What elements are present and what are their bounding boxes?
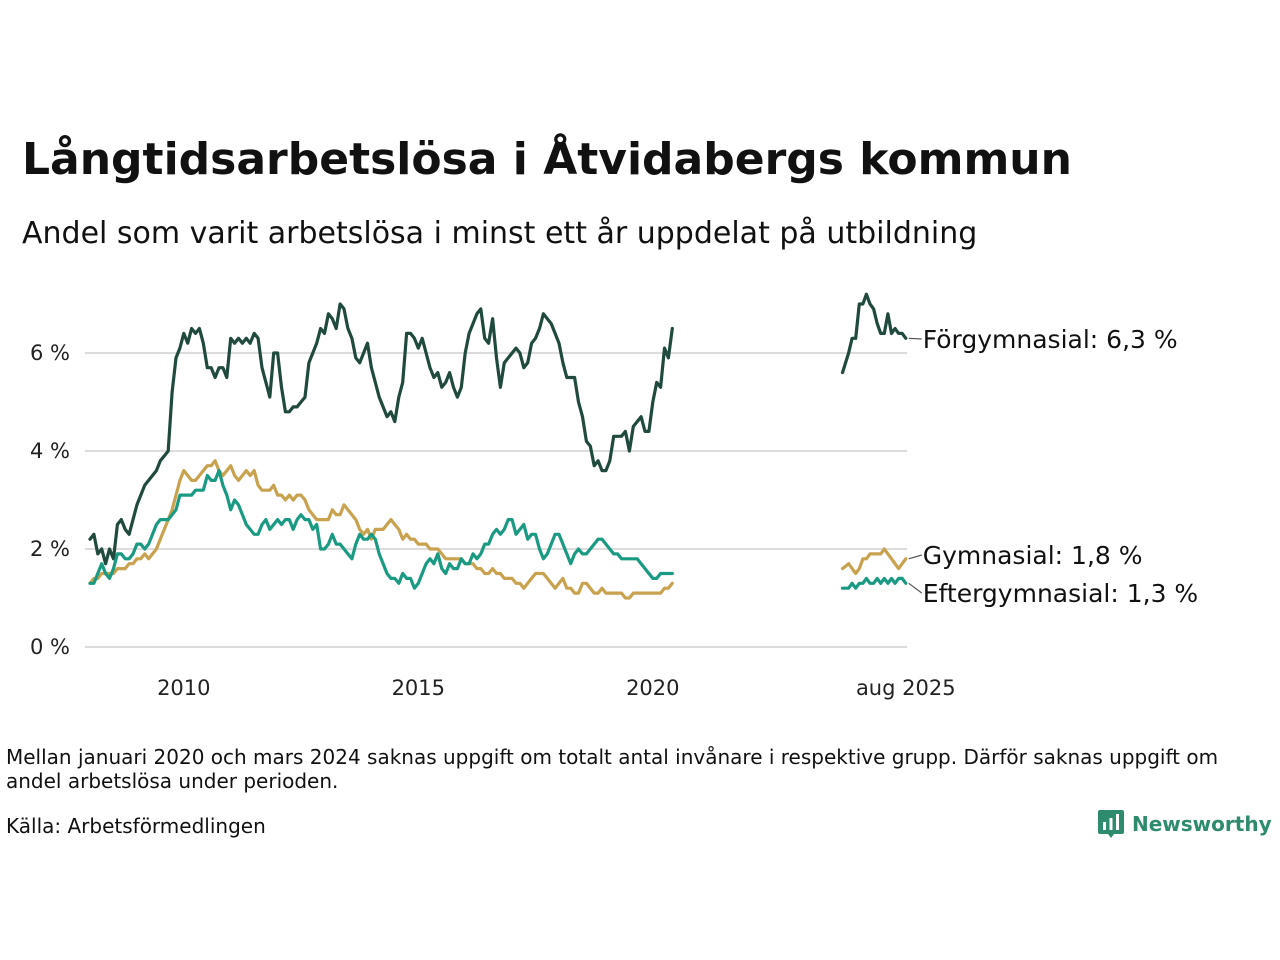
x-tick-label: 2010 <box>157 676 210 700</box>
x-tick-label: 2020 <box>626 676 679 700</box>
series-line-gymnasial <box>88 459 674 600</box>
series-line-eftergymnasial <box>88 469 674 590</box>
series-end-label-gymnasial: Gymnasial: 1,8 % <box>923 541 1143 570</box>
series-end-label-eftergymnasial: Eftergymnasial: 1,3 % <box>923 579 1198 608</box>
bar-chart-icon <box>1098 810 1124 838</box>
series-line-förgymnasial <box>88 302 674 566</box>
brand-name: Newsworthy <box>1132 812 1272 836</box>
gridlines <box>85 352 907 648</box>
series-line-eftergymnasial <box>840 576 908 590</box>
y-tick-label: 0 % <box>30 635 70 659</box>
y-tick-label: 6 % <box>30 341 70 365</box>
chart-subtitle: Andel som varit arbetslösa i minst ett å… <box>22 216 978 251</box>
x-axis: 2010 2015 2020 aug 2025 <box>157 676 956 700</box>
newsworthy-logo: Newsworthy <box>1098 808 1272 840</box>
y-axis: 0 % 2 % 4 % 6 % <box>30 341 70 659</box>
x-tick-label: 2015 <box>392 676 445 700</box>
y-tick-label: 2 % <box>30 537 70 561</box>
series-end-labels: Förgymnasial: 6,3 % Gymnasial: 1,8 % Efter… <box>908 325 1198 608</box>
series-line-förgymnasial <box>840 292 908 375</box>
line-chart: 0 % 2 % 4 % 6 % 2010 2015 2020 aug 2025 Förgym… <box>30 292 1198 700</box>
label-connector <box>908 337 922 340</box>
y-tick-label: 4 % <box>30 439 70 463</box>
x-tick-label: aug 2025 <box>856 676 956 700</box>
series-line-gymnasial <box>840 547 908 576</box>
label-connector <box>908 554 922 560</box>
label-connector <box>908 582 923 594</box>
footnote: Mellan januari 2020 och mars 2024 saknas… <box>6 745 1219 793</box>
chart-title: Långtidsarbetslösa i Åtvidabergs kommun <box>22 134 1072 185</box>
series-lines <box>88 292 908 600</box>
source-note: Källa: Arbetsförmedlingen <box>6 814 266 838</box>
series-end-label-förgymnasial: Förgymnasial: 6,3 % <box>923 325 1178 354</box>
